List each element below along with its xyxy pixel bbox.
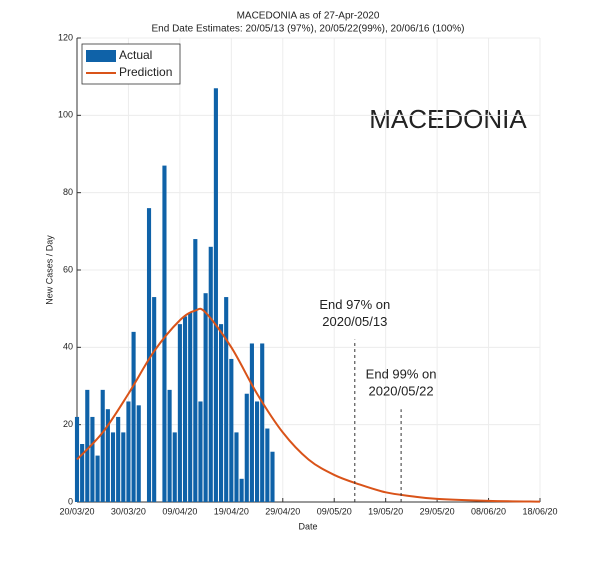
bar bbox=[152, 297, 157, 502]
bar bbox=[182, 316, 188, 502]
x-tick-label: 30/03/20 bbox=[111, 506, 146, 516]
x-tick-label: 20/03/20 bbox=[59, 506, 94, 516]
bar bbox=[100, 389, 105, 502]
bar bbox=[213, 88, 218, 503]
bar bbox=[177, 324, 182, 502]
y-tick-label: 40 bbox=[63, 342, 73, 352]
y-tick-label: 80 bbox=[63, 187, 73, 197]
bar bbox=[193, 239, 198, 503]
bar bbox=[162, 165, 167, 502]
bar bbox=[270, 451, 275, 502]
x-tick-label: 18/06/20 bbox=[522, 506, 557, 516]
bar bbox=[116, 416, 121, 502]
bar bbox=[85, 389, 90, 502]
y-tick-label: 60 bbox=[63, 264, 73, 274]
bar bbox=[208, 246, 213, 502]
bar bbox=[80, 444, 85, 502]
bar bbox=[105, 409, 110, 502]
x-axis-label: Date bbox=[298, 521, 317, 531]
bar bbox=[136, 405, 141, 502]
bar bbox=[188, 312, 193, 502]
bar bbox=[198, 401, 203, 502]
legend: Actual Prediction bbox=[81, 43, 181, 85]
watermark: MACEDONIA bbox=[369, 104, 527, 134]
legend-label: Actual bbox=[119, 48, 152, 62]
bar bbox=[254, 401, 260, 502]
bar bbox=[229, 358, 234, 502]
x-tick-label: 29/05/20 bbox=[420, 506, 455, 516]
y-axis-label: New Cases / Day bbox=[44, 235, 54, 305]
legend-label: Prediction bbox=[119, 65, 172, 79]
x-tick-label: 09/05/20 bbox=[317, 506, 352, 516]
bar bbox=[244, 393, 249, 502]
y-tick-label: 100 bbox=[58, 110, 73, 120]
annotation: 2020/05/13 bbox=[322, 314, 387, 329]
x-tick-label: 29/04/20 bbox=[265, 506, 300, 516]
legend-swatch bbox=[86, 50, 116, 62]
bar bbox=[110, 432, 116, 502]
y-tick-label: 20 bbox=[63, 419, 73, 429]
bar bbox=[265, 428, 270, 502]
bar bbox=[234, 432, 239, 502]
bar bbox=[90, 416, 95, 502]
prediction-line bbox=[76, 307, 541, 503]
y-tick-label: 0 bbox=[68, 496, 73, 506]
chart-title: MACEDONIA as of 27-Apr-2020 bbox=[237, 11, 380, 22]
bar bbox=[131, 331, 136, 502]
x-tick-label: 19/05/20 bbox=[368, 506, 403, 516]
bar bbox=[203, 293, 208, 502]
bar bbox=[121, 432, 126, 502]
x-tick-label: 09/04/20 bbox=[162, 506, 197, 516]
x-tick-label: 19/04/20 bbox=[214, 506, 249, 516]
legend-box bbox=[81, 43, 181, 85]
bar bbox=[260, 343, 265, 502]
annotation: 2020/05/22 bbox=[369, 384, 434, 399]
bar bbox=[126, 401, 131, 502]
bar bbox=[249, 343, 254, 502]
chart-subtitle: End Date Estimates: 20/05/13 (97%), 20/0… bbox=[152, 24, 465, 35]
bar bbox=[239, 478, 244, 502]
bar bbox=[95, 455, 100, 502]
annotation: End 99% on bbox=[366, 367, 437, 382]
bar bbox=[172, 432, 177, 502]
x-tick-label: 08/06/20 bbox=[471, 506, 506, 516]
bar bbox=[167, 389, 172, 502]
annotation: End 97% on bbox=[319, 297, 390, 312]
bar bbox=[218, 324, 224, 502]
bar bbox=[224, 297, 229, 502]
y-tick-label: 120 bbox=[58, 32, 73, 42]
bar bbox=[146, 208, 152, 502]
